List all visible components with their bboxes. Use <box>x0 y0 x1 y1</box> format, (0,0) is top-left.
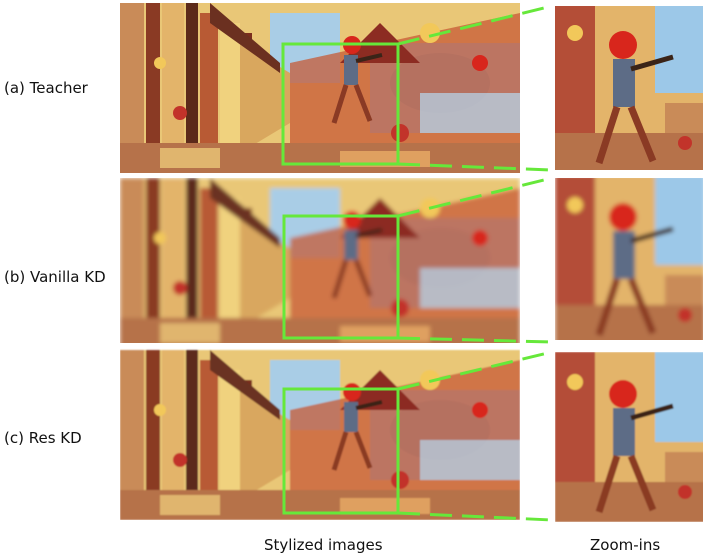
stylized-image-vanilla-kd <box>120 178 520 348</box>
zoom-connector-top-res-kd <box>397 350 553 391</box>
zoom-connector-bottom-res-kd <box>397 511 553 522</box>
stylized-image-teacher <box>120 3 520 173</box>
zoom-connector-bottom-vanilla-kd <box>397 336 553 344</box>
zoom-image-vanilla-kd <box>555 175 703 345</box>
caption-zoom-ins: Zoom-ins <box>590 536 661 554</box>
zoom-connector-bottom-teacher <box>397 162 553 172</box>
row-label-teacher: (a) Teacher <box>4 79 88 97</box>
row-label-vanilla-kd: (b) Vanilla KD <box>4 268 106 286</box>
stylized-image-res-kd <box>120 350 520 520</box>
highlight-box-teacher <box>281 42 400 166</box>
zoom-connector-top-teacher <box>397 4 553 46</box>
zoom-image-res-kd <box>555 352 703 522</box>
highlight-box-res-kd <box>282 387 400 515</box>
row-label-res-kd: (c) Res KD <box>4 429 82 447</box>
zoom-connector-top-vanilla-kd <box>397 176 553 218</box>
zoom-image-teacher <box>555 3 703 173</box>
highlight-box-vanilla-kd <box>282 214 400 340</box>
caption-stylized-images: Stylized images <box>264 536 383 554</box>
